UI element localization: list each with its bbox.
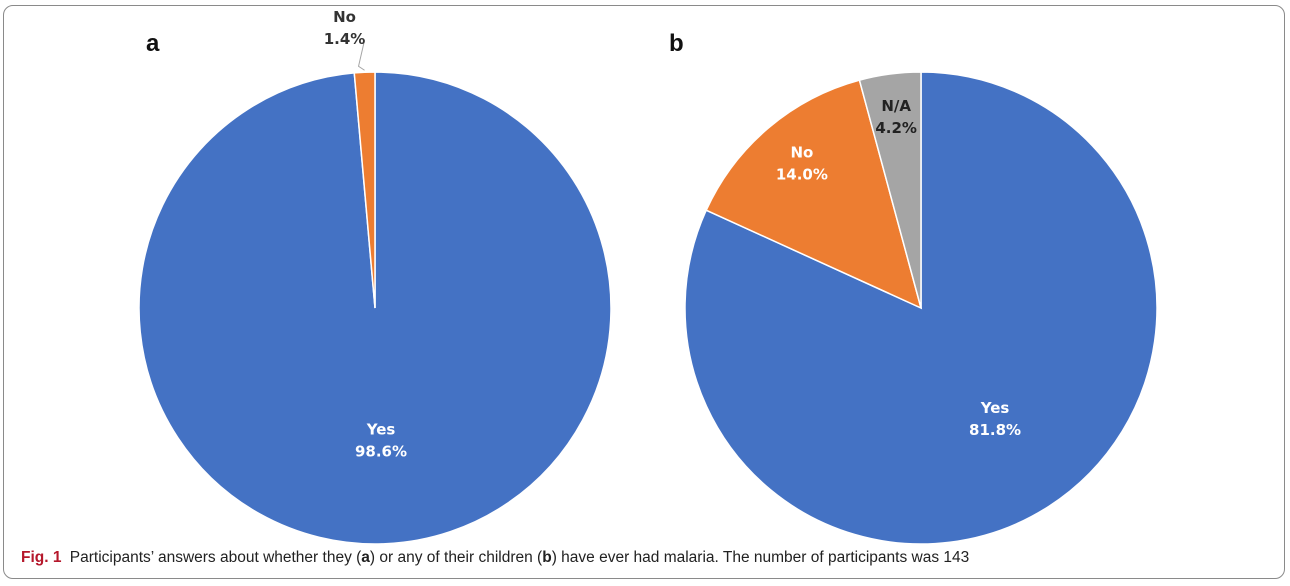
pie-b-value-no: 14.0% <box>776 166 828 184</box>
panel-label-b: b <box>669 30 684 57</box>
caption-ref-b: b <box>542 549 552 566</box>
pie-a-value-yes: 98.6% <box>355 443 407 461</box>
pie-b-slice-n-a <box>858 71 922 309</box>
figure-caption: Fig. 1 Participants’ answers about wheth… <box>21 549 1271 567</box>
pie-b-label-yes: Yes <box>980 399 1010 417</box>
pie-a-slice-no <box>353 71 376 309</box>
caption-text-3: ) have ever had malaria. The number of p… <box>551 549 970 566</box>
pie-b-value-n-a: 4.2% <box>875 119 917 137</box>
caption-text-2: ) or any of their children ( <box>369 549 543 566</box>
caption-text-1: Participants’ answers about whether they… <box>69 549 362 566</box>
pie-a-value-no: 1.4% <box>324 30 366 48</box>
pie-a-label-yes: Yes <box>366 421 396 439</box>
caption-ref-a: a <box>361 549 370 566</box>
figure-number: Fig. 1 <box>21 549 62 566</box>
pie-a-label-no: No <box>333 8 356 26</box>
pie-b-slice-no <box>705 79 923 310</box>
pie-b-label-no: No <box>790 144 813 162</box>
pie-b-value-yes: 81.8% <box>969 421 1021 439</box>
pie-a-leader-no <box>357 40 366 71</box>
pie-b-label-n-a: N/A <box>881 97 911 115</box>
panel-label-a: a <box>146 30 160 57</box>
